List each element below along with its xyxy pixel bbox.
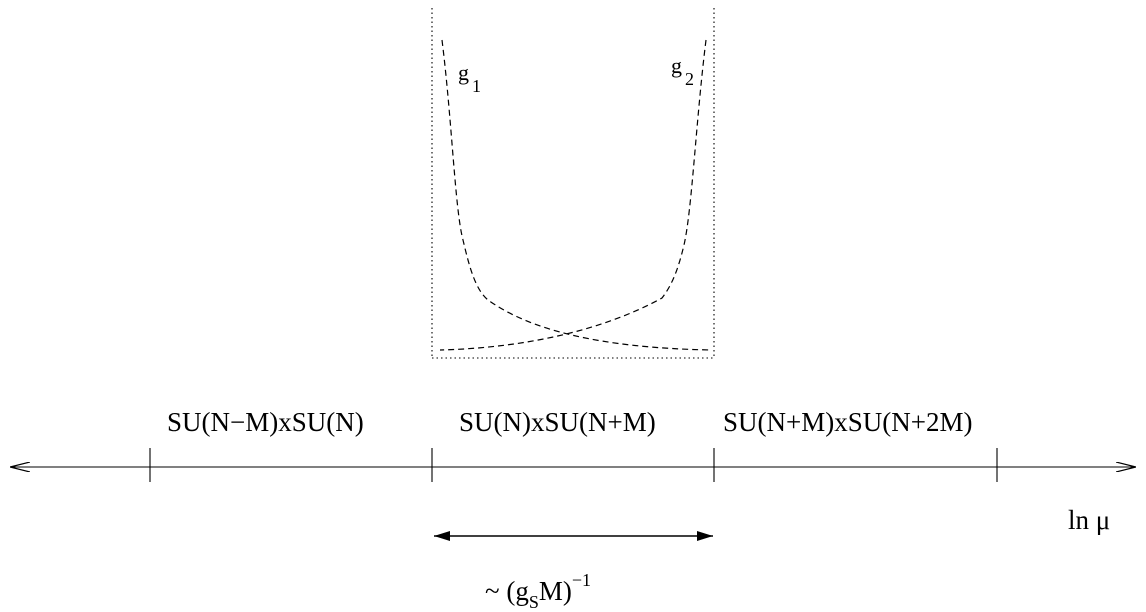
- interval-label: ~ (gSM)−1: [485, 570, 591, 612]
- axis-ticks: [149, 448, 998, 482]
- g1-label: g1: [458, 60, 481, 96]
- g1-curve: [441, 39, 713, 351]
- region-label-3: SU(N+M)xSU(N+2M): [723, 407, 972, 437]
- region-label-1: SU(N−M)xSU(N): [167, 407, 364, 437]
- g2-label: g2: [671, 53, 694, 89]
- axis-label: ln μ: [1068, 505, 1110, 535]
- g2-curve: [439, 39, 707, 351]
- region-label-2: SU(N)xSU(N+M): [459, 407, 656, 437]
- coupling-plot-frame: [431, 8, 715, 359]
